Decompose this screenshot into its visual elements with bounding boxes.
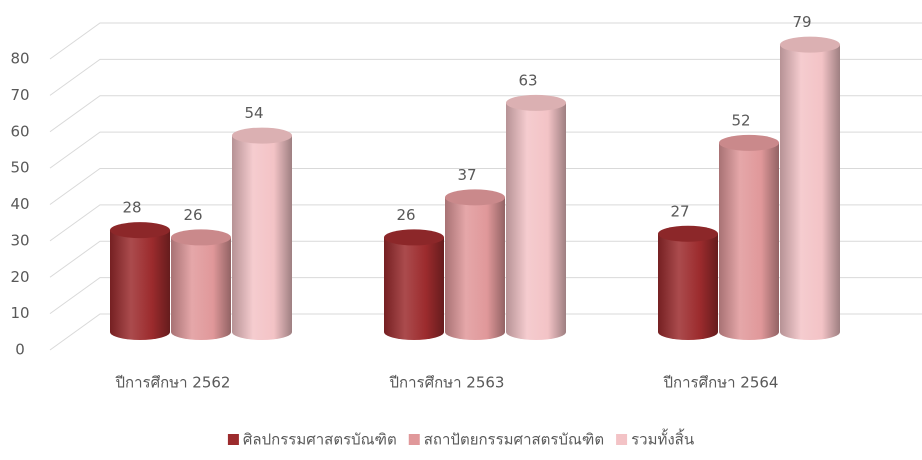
- bar-body: [719, 142, 779, 340]
- bar-top: [780, 36, 840, 53]
- legend-swatch: [616, 434, 628, 445]
- bar: [384, 229, 444, 340]
- x-tick-label: ปีการศึกษา 2564: [663, 374, 779, 392]
- grid-line: [49, 240, 922, 278]
- data-label: 26: [183, 206, 202, 224]
- bar: [719, 134, 779, 340]
- grid-line: [49, 204, 922, 242]
- bar-body: [232, 135, 292, 340]
- bar-body: [506, 102, 566, 341]
- y-tick-label: 50: [10, 159, 29, 177]
- bar: [658, 225, 718, 340]
- grid-line: [49, 58, 922, 96]
- data-label: 37: [457, 166, 476, 184]
- bar: [110, 222, 170, 340]
- bar-body: [110, 230, 170, 340]
- data-label: 79: [792, 13, 811, 31]
- bar-top: [232, 127, 292, 144]
- bar-body: [658, 233, 718, 340]
- grid-line: [49, 313, 922, 351]
- bar: [780, 36, 840, 340]
- bar-body: [445, 197, 505, 340]
- legend-swatch: [227, 434, 239, 445]
- bar-top: [719, 134, 779, 151]
- legend-label: รวมทั้งสิ้น: [631, 429, 694, 449]
- y-tick-label: 60: [10, 122, 29, 140]
- legend-label: ศิลปกรรมศาสตรบัณฑิต: [243, 431, 397, 449]
- x-tick-label: ปีการศึกษา 2563: [389, 374, 505, 392]
- bar-top: [110, 222, 170, 239]
- bar-body: [384, 237, 444, 340]
- y-tick-label: 10: [10, 304, 29, 322]
- legend-label: สถาปัตยกรรมศาสตรบัณฑิต: [424, 431, 604, 449]
- bar: [445, 189, 505, 340]
- data-label: 27: [670, 202, 689, 220]
- y-tick-label: 80: [10, 50, 29, 68]
- bar-body: [780, 44, 840, 340]
- y-tick-label: 70: [10, 86, 29, 104]
- y-tick-label: 20: [10, 268, 29, 286]
- data-label: 63: [518, 71, 537, 89]
- grid-line: [49, 95, 922, 133]
- data-label: 28: [122, 199, 141, 217]
- grid-line: [49, 22, 922, 60]
- y-tick-label: 30: [10, 231, 29, 249]
- bar: [171, 229, 231, 340]
- grid-line: [49, 277, 922, 315]
- grid-line: [49, 131, 922, 169]
- bar-top: [384, 229, 444, 246]
- bar-top: [445, 189, 505, 206]
- x-tick-label: ปีการศึกษา 2562: [115, 374, 231, 392]
- y-tick-label: 0: [15, 341, 25, 359]
- grid-line: [49, 168, 922, 205]
- y-tick-label: 40: [10, 195, 29, 213]
- data-label: 54: [244, 104, 263, 122]
- legend-swatch: [408, 434, 420, 445]
- bar-body: [171, 237, 231, 340]
- data-label: 26: [396, 206, 415, 224]
- bar-top: [171, 229, 231, 246]
- bar: [232, 127, 292, 340]
- data-label: 52: [731, 111, 750, 129]
- bar: [506, 94, 566, 341]
- bar-top: [658, 225, 718, 242]
- bar-top: [506, 94, 566, 111]
- legend: ศิลปกรรมศาสตรบัณฑิต สถาปัตยกรรมศาสตรบัณฑิ…: [227, 429, 694, 449]
